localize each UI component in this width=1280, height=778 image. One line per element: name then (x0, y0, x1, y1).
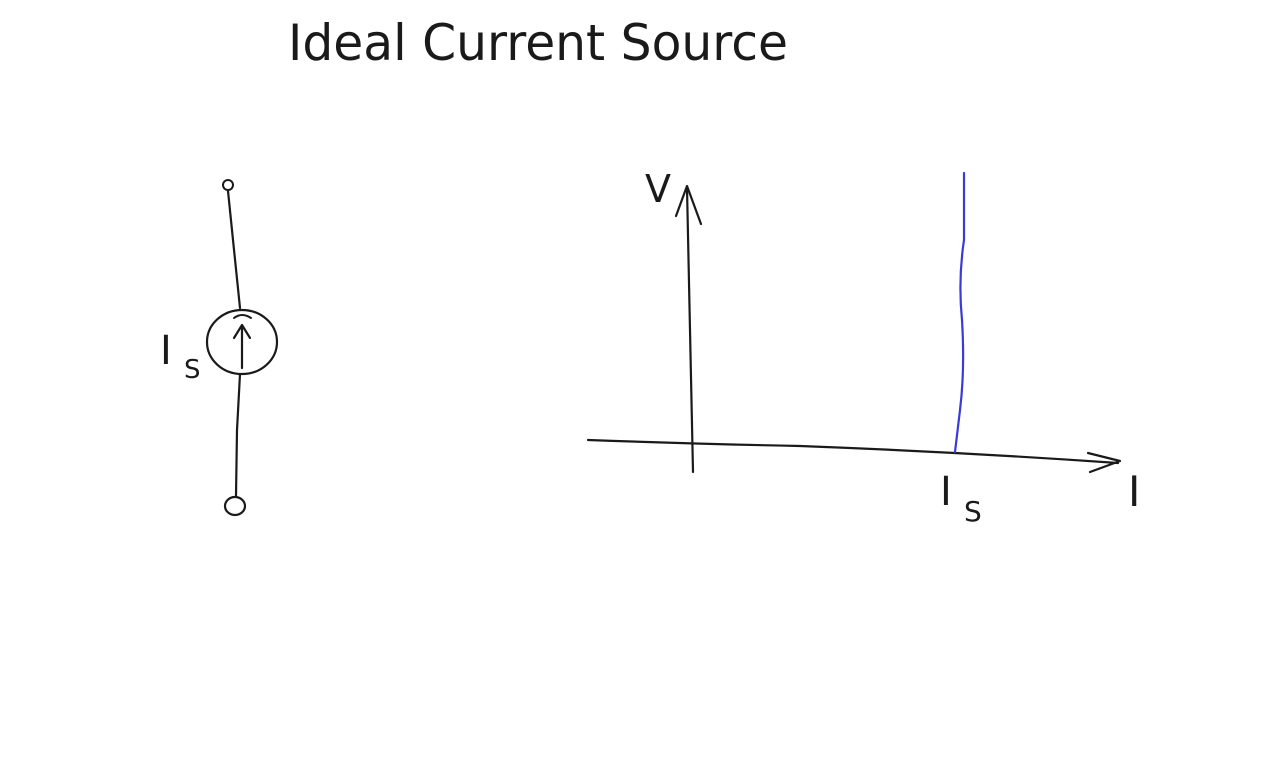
x-axis-label: I (1128, 467, 1140, 516)
x-tick-label-subscript: S (964, 495, 982, 528)
y-axis (685, 186, 695, 474)
top-terminal (222, 179, 234, 191)
page-title: Ideal Current Source (288, 14, 788, 72)
bottom-terminal (223, 495, 247, 517)
small-arc (233, 314, 252, 319)
bottom-wire (234, 372, 242, 498)
vi-graph (586, 171, 1122, 474)
x-tick-label: I (940, 469, 952, 515)
x-axis (586, 438, 1120, 465)
x-axis-arrowhead (1086, 451, 1122, 474)
source-label: I (160, 328, 172, 374)
source-label-subscript: S (184, 355, 201, 385)
y-axis-label: V (645, 167, 671, 211)
current-source-symbol (205, 179, 279, 517)
current-direction-arrow (232, 323, 252, 370)
current-source-characteristic (953, 171, 966, 454)
y-axis-arrowhead (674, 184, 703, 226)
source-circle (205, 308, 279, 376)
top-wire (226, 189, 242, 310)
